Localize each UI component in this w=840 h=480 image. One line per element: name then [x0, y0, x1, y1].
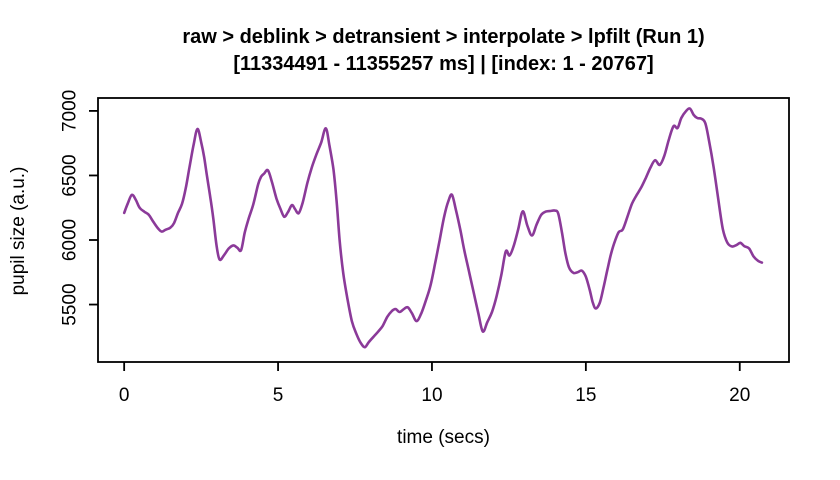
plot-subtitle: [11334491 - 11355257 ms] | [index: 1 - 2… [233, 53, 654, 75]
y-tick-label: 6500 [60, 154, 81, 196]
x-tick-label: 10 [421, 385, 442, 406]
y-tick-label: 7000 [60, 90, 81, 132]
y-tick-label: 6000 [60, 219, 81, 261]
plot-title: raw > deblink > detransient > interpolat… [182, 26, 705, 48]
y-tick-label: 5500 [60, 283, 81, 325]
x-axis-label: time (secs) [397, 427, 490, 448]
x-tick-label: 5 [273, 385, 284, 406]
x-tick-label: 15 [575, 385, 596, 406]
x-tick-label: 0 [119, 385, 130, 406]
pupil-trace-line [122, 107, 764, 349]
x-tick-label: 20 [729, 385, 750, 406]
plot-border [97, 97, 790, 363]
